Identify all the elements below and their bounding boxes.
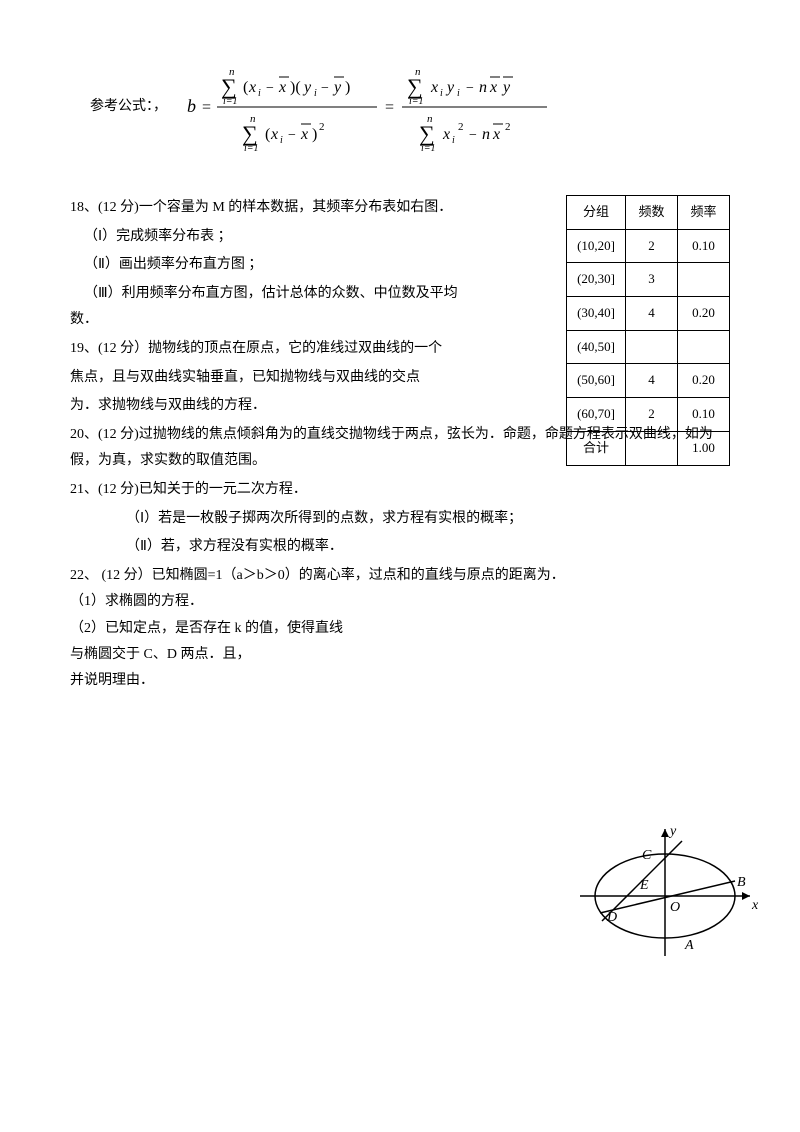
label-D: D: [606, 910, 617, 925]
svg-text:=: =: [202, 99, 211, 116]
svg-text:y: y: [501, 79, 511, 96]
table-header: 频率: [678, 196, 730, 230]
svg-text:i: i: [457, 88, 460, 99]
svg-text:x: x: [248, 79, 256, 96]
table-row: 合计1.00: [567, 431, 730, 465]
q22-title: 22、 (12 分）已知椭圆=1（a＞b＞0）的离心率，过点和的直线与原点的距离…: [70, 563, 730, 590]
label-y: y: [668, 824, 677, 839]
svg-text:i=1: i=1: [409, 96, 424, 107]
table-row: (40,50]: [567, 330, 730, 364]
svg-text:x: x: [278, 79, 286, 96]
svg-text:−: −: [266, 81, 274, 96]
q19-line2: 焦点，且与双曲线实轴垂直，已知抛物线与双曲线的交点: [70, 365, 480, 392]
q18-title: 18、(12 分)一个容量为 M 的样本数据，其频率分布表如右图．: [70, 195, 480, 222]
svg-text:x: x: [492, 126, 500, 143]
q22-p1: （1）求椭圆的方程．: [70, 591, 730, 613]
svg-text:i: i: [452, 135, 455, 146]
svg-text:i: i: [280, 135, 283, 146]
q18-p2: （Ⅱ）画出频率分布直方图 ；: [70, 252, 480, 279]
svg-text:x: x: [300, 126, 308, 143]
label-E: E: [639, 878, 649, 893]
q22-p3: 与椭圆交于 C、D 两点．且，: [70, 644, 730, 666]
table-row: (10,20]20.10: [567, 229, 730, 263]
label-x: x: [751, 898, 759, 913]
svg-text:(: (: [243, 79, 248, 96]
frequency-table: 分组 频数 频率 (10,20]20.10 (20,30]3 (30,40]40…: [566, 195, 730, 466]
content-wrap: 分组 频数 频率 (10,20]20.10 (20,30]3 (30,40]40…: [70, 195, 730, 693]
label-A: A: [684, 938, 694, 953]
svg-text:x: x: [489, 79, 497, 96]
svg-text:(: (: [265, 126, 270, 143]
svg-text:i=1: i=1: [421, 143, 436, 154]
table-header: 频数: [626, 196, 678, 230]
svg-text:y: y: [445, 79, 455, 96]
svg-text:): ): [345, 79, 350, 96]
svg-text:i: i: [258, 88, 261, 99]
svg-text:2: 2: [458, 121, 464, 133]
label-B: B: [737, 875, 746, 890]
table-row: 分组 频数 频率: [567, 196, 730, 230]
label-C: C: [642, 848, 652, 863]
table-row: (30,40]40.20: [567, 297, 730, 331]
svg-text:2: 2: [505, 121, 511, 133]
svg-text:)(: )(: [290, 79, 301, 96]
label-O: O: [670, 900, 680, 915]
q21-p1: （Ⅰ）若是一枚骰子掷两次所得到的点数，求方程有实根的概率；: [70, 506, 730, 533]
svg-text:): ): [312, 126, 317, 143]
svg-text:−: −: [466, 81, 474, 96]
svg-text:y: y: [302, 79, 312, 96]
svg-text:b: b: [187, 96, 196, 116]
formula-svg: b = n ∑ i=1 ( x i − x )( y i − y ) n ∑ i…: [187, 60, 557, 155]
table-header: 分组: [567, 196, 626, 230]
q18-p1: （Ⅰ）完成频率分布表 ；: [70, 224, 480, 251]
table-row: (60,70]20.10: [567, 398, 730, 432]
q22-p4: 并说明理由．: [70, 670, 730, 692]
q19-line1: 19、(12 分）抛物线的顶点在原点，它的准线过双曲线的一个: [70, 336, 480, 363]
svg-text:y: y: [332, 79, 342, 96]
formula-row: 参考公式：， b = n ∑ i=1 ( x i − x )( y i − y …: [70, 60, 730, 155]
svg-text:n: n: [482, 126, 490, 143]
svg-text:i=1: i=1: [244, 143, 259, 154]
svg-text:x: x: [430, 79, 438, 96]
svg-text:−: −: [288, 128, 296, 143]
ellipse-diagram: y x O C D E B A: [570, 821, 760, 982]
q21-title: 21、(12 分)已知关于的一元二次方程．: [70, 477, 730, 504]
formula-label: 参考公式：，: [90, 94, 167, 121]
svg-text:i: i: [440, 88, 443, 99]
q18-p3: （Ⅲ）利用频率分布直方图，估计总体的众数、中位数及平均数．: [70, 281, 480, 334]
table-row: (20,30]3: [567, 263, 730, 297]
svg-text:−: −: [469, 128, 477, 143]
q21-p2: （Ⅱ）若，求方程没有实根的概率．: [70, 534, 730, 561]
svg-text:i=1: i=1: [223, 96, 238, 107]
svg-text:=: =: [385, 99, 394, 116]
table-row: (50,60]40.20: [567, 364, 730, 398]
svg-text:x: x: [442, 126, 450, 143]
svg-text:n: n: [479, 79, 487, 96]
svg-text:x: x: [270, 126, 278, 143]
q22-p2: （2）已知定点，是否存在 k 的值，使得直线: [70, 618, 730, 640]
svg-text:i: i: [314, 88, 317, 99]
svg-text:2: 2: [319, 121, 325, 133]
svg-text:−: −: [321, 81, 329, 96]
